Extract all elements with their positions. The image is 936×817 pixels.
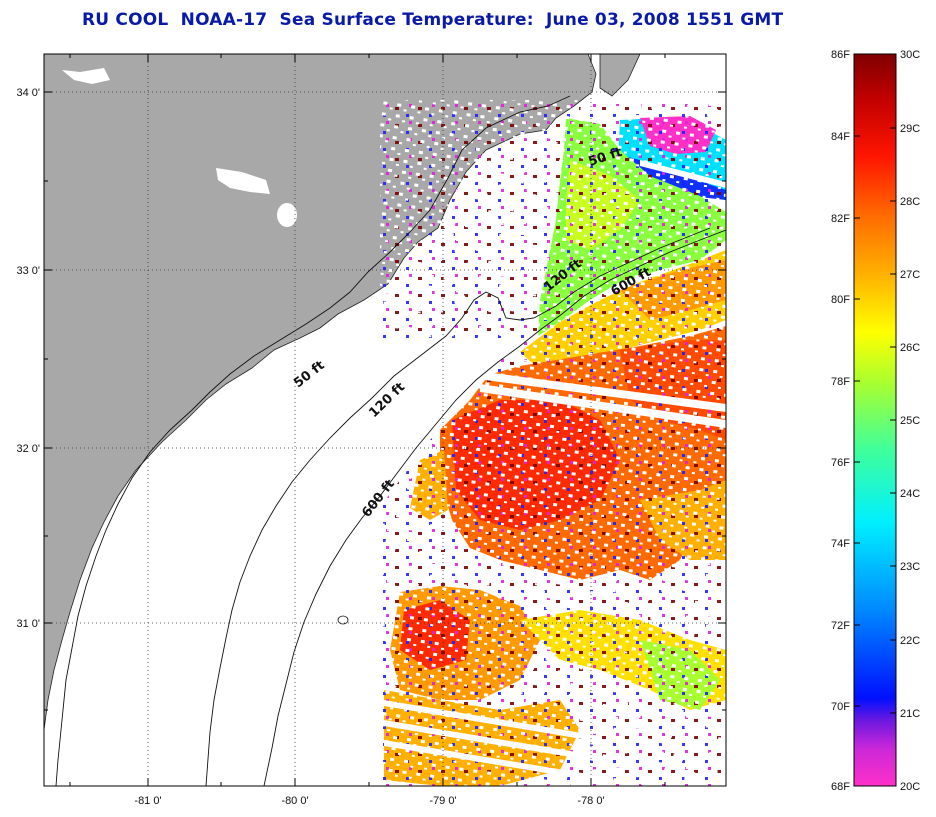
lat-label-32: 32 0' — [16, 443, 40, 455]
contour-50ft — [55, 95, 571, 786]
lon-label-78: -78 0' — [577, 795, 604, 807]
colorbar-f-78: 78F — [831, 376, 850, 388]
inland-lake — [277, 203, 297, 227]
colorbar-f-70: 70F — [831, 701, 850, 713]
colorbar-f-82: 82F — [831, 213, 850, 225]
axis-ticks — [44, 54, 726, 786]
lat-label-33: 33 0' — [16, 265, 40, 277]
colorbar-f-74: 74F — [831, 538, 850, 550]
colorbar-c-22: 22C — [900, 635, 920, 647]
lat-label-34: 34 0' — [16, 87, 40, 99]
contour-120ft — [205, 227, 711, 786]
contour-600ft — [263, 229, 726, 786]
inland-lake — [216, 168, 270, 194]
colorbar-c-21: 21C — [900, 708, 920, 720]
colorbar-c-24: 24C — [900, 488, 920, 500]
lon-label-81: -81 0' — [134, 795, 161, 807]
grid-lines — [44, 54, 726, 786]
colorbar: 86F 84F 82F 80F 78F 76F 74F 72F 70F 68F … — [831, 49, 920, 793]
colorbar-c-29: 29C — [900, 123, 920, 135]
colorbar-f-80: 80F — [831, 294, 850, 306]
inland-lake — [62, 68, 110, 84]
sst-data-swath — [240, 100, 726, 786]
seamount-contour — [337, 615, 349, 625]
colorbar-c-23: 23C — [900, 561, 920, 573]
colorbar-f-84: 84F — [831, 131, 850, 143]
colorbar-c-20: 20C — [900, 781, 920, 793]
plot-frame — [43, 53, 727, 787]
lat-label-31: 31 0' — [16, 618, 40, 630]
colorbar-c-25: 25C — [900, 415, 920, 427]
lon-label-79: -79 0' — [429, 795, 456, 807]
colorbar-f-68: 68F — [831, 781, 850, 793]
land-peninsula — [599, 54, 641, 97]
colorbar-f-76: 76F — [831, 457, 850, 469]
colorbar-gradient — [853, 53, 897, 787]
colorbar-c-30: 30C — [900, 49, 920, 61]
colorbar-f-72: 72F — [831, 620, 850, 632]
colorbar-c-28: 28C — [900, 196, 920, 208]
lon-label-80: -80 0' — [281, 795, 308, 807]
colorbar-f-86: 86F — [831, 49, 850, 61]
colorbar-c-27: 27C — [900, 269, 920, 281]
colorbar-c-26: 26C — [900, 342, 920, 354]
